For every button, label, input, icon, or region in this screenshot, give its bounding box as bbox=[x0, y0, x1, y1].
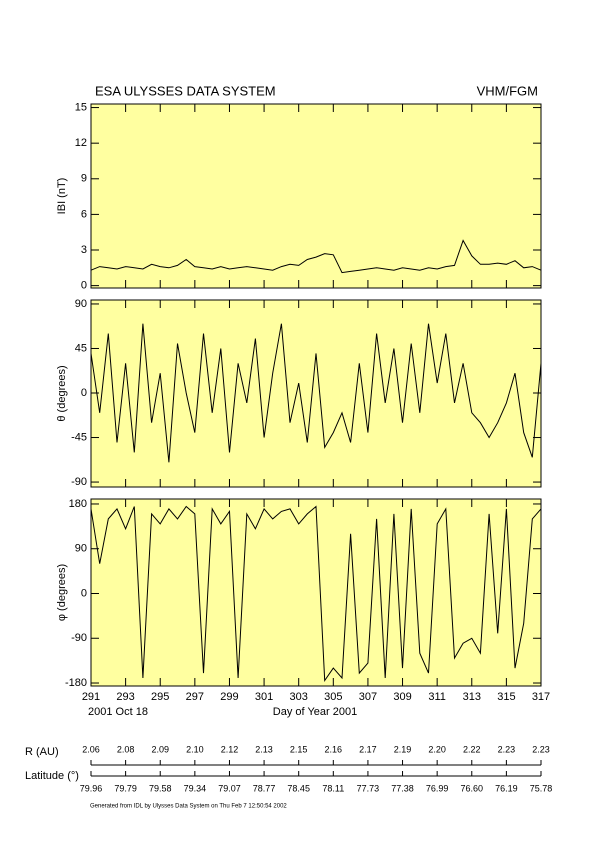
x-axis-label: Day of Year 2001 bbox=[273, 706, 357, 718]
x-tick-label: 299 bbox=[220, 691, 238, 703]
latitude-value: 78.11 bbox=[322, 783, 344, 793]
r-value: 2.23 bbox=[498, 744, 516, 754]
y-tick-label: 90 bbox=[75, 543, 87, 555]
r-value: 2.17 bbox=[359, 744, 377, 754]
x-tick-label: 317 bbox=[532, 691, 550, 703]
start-date: 2001 Oct 18 bbox=[88, 706, 148, 718]
instrument: VHM/FGM bbox=[477, 83, 538, 98]
y-axis-label: IBI (nT) bbox=[56, 178, 68, 215]
r-value: 2.16 bbox=[325, 744, 343, 754]
y-tick-label: 180 bbox=[69, 498, 87, 510]
y-tick-label: 6 bbox=[81, 208, 87, 220]
data-line bbox=[90, 323, 542, 463]
r-value: 2.10 bbox=[186, 744, 204, 754]
latitude-value: 79.58 bbox=[149, 783, 172, 793]
r-value: 2.12 bbox=[221, 744, 239, 754]
r-value: 2.19 bbox=[394, 744, 412, 754]
x-tick-label: 313 bbox=[463, 691, 481, 703]
x-tick-label: 303 bbox=[290, 691, 308, 703]
r-value: 2.23 bbox=[532, 744, 550, 754]
y-tick-label: 0 bbox=[81, 387, 87, 399]
y-tick-label: 12 bbox=[75, 137, 87, 149]
plot-area bbox=[90, 498, 542, 687]
x-tick-label: 315 bbox=[497, 691, 515, 703]
footer: Generated from IDL by Ulysses Data Syste… bbox=[90, 804, 287, 810]
y-axis-label: φ (degrees) bbox=[56, 564, 68, 621]
r-value: 2.09 bbox=[151, 744, 169, 754]
latitude-value: 75.78 bbox=[530, 783, 553, 793]
y-tick-label: 0 bbox=[81, 587, 87, 599]
latitude-value: 78.45 bbox=[287, 783, 310, 793]
data-line bbox=[90, 239, 542, 274]
y-tick-label: 45 bbox=[75, 342, 87, 354]
latitude-value: 79.07 bbox=[218, 783, 241, 793]
x-tick-label: 305 bbox=[324, 691, 342, 703]
plot-area bbox=[90, 103, 542, 289]
r-label: R (AU) bbox=[25, 746, 59, 758]
r-value: 2.06 bbox=[82, 744, 100, 754]
r-value: 2.20 bbox=[428, 744, 446, 754]
x-tick-label: 311 bbox=[428, 691, 446, 703]
latitude-value: 79.79 bbox=[114, 783, 137, 793]
latitude-value: 79.34 bbox=[184, 783, 207, 793]
y-tick-label: -90 bbox=[71, 632, 87, 644]
x-tick-label: 293 bbox=[116, 691, 134, 703]
latitude-value: 76.99 bbox=[426, 783, 449, 793]
x-tick-label: 297 bbox=[186, 691, 204, 703]
y-tick-label: -45 bbox=[71, 431, 87, 443]
y-tick-label: 3 bbox=[81, 244, 87, 256]
x-tick-label: 295 bbox=[151, 691, 169, 703]
r-value: 2.15 bbox=[290, 744, 308, 754]
r-value: 2.13 bbox=[255, 744, 273, 754]
latitude-label: Latitude (°) bbox=[25, 770, 79, 782]
y-tick-label: -180 bbox=[65, 677, 87, 689]
latitude-value: 78.77 bbox=[253, 783, 276, 793]
x-tick-label: 291 bbox=[82, 691, 100, 703]
latitude-value: 76.60 bbox=[461, 783, 484, 793]
x-tick-label: 301 bbox=[255, 691, 273, 703]
x-tick-label: 309 bbox=[393, 691, 411, 703]
y-tick-label: -90 bbox=[71, 476, 87, 488]
plot-area bbox=[90, 299, 542, 488]
y-tick-label: 0 bbox=[81, 280, 87, 292]
latitude-value: 77.38 bbox=[391, 783, 414, 793]
x-tick-label: 307 bbox=[359, 691, 377, 703]
y-tick-label: 90 bbox=[75, 298, 87, 310]
latitude-value: 76.19 bbox=[495, 783, 518, 793]
y-tick-label: 9 bbox=[81, 173, 87, 185]
title: ESA ULYSSES DATA SYSTEM bbox=[95, 83, 276, 98]
y-axis-label: θ (degrees) bbox=[56, 365, 68, 421]
data-line bbox=[90, 505, 542, 682]
r-value: 2.22 bbox=[463, 744, 481, 754]
r-value: 2.08 bbox=[117, 744, 135, 754]
latitude-value: 77.73 bbox=[357, 783, 380, 793]
latitude-value: 79.96 bbox=[80, 783, 103, 793]
y-tick-label: 15 bbox=[75, 101, 87, 113]
